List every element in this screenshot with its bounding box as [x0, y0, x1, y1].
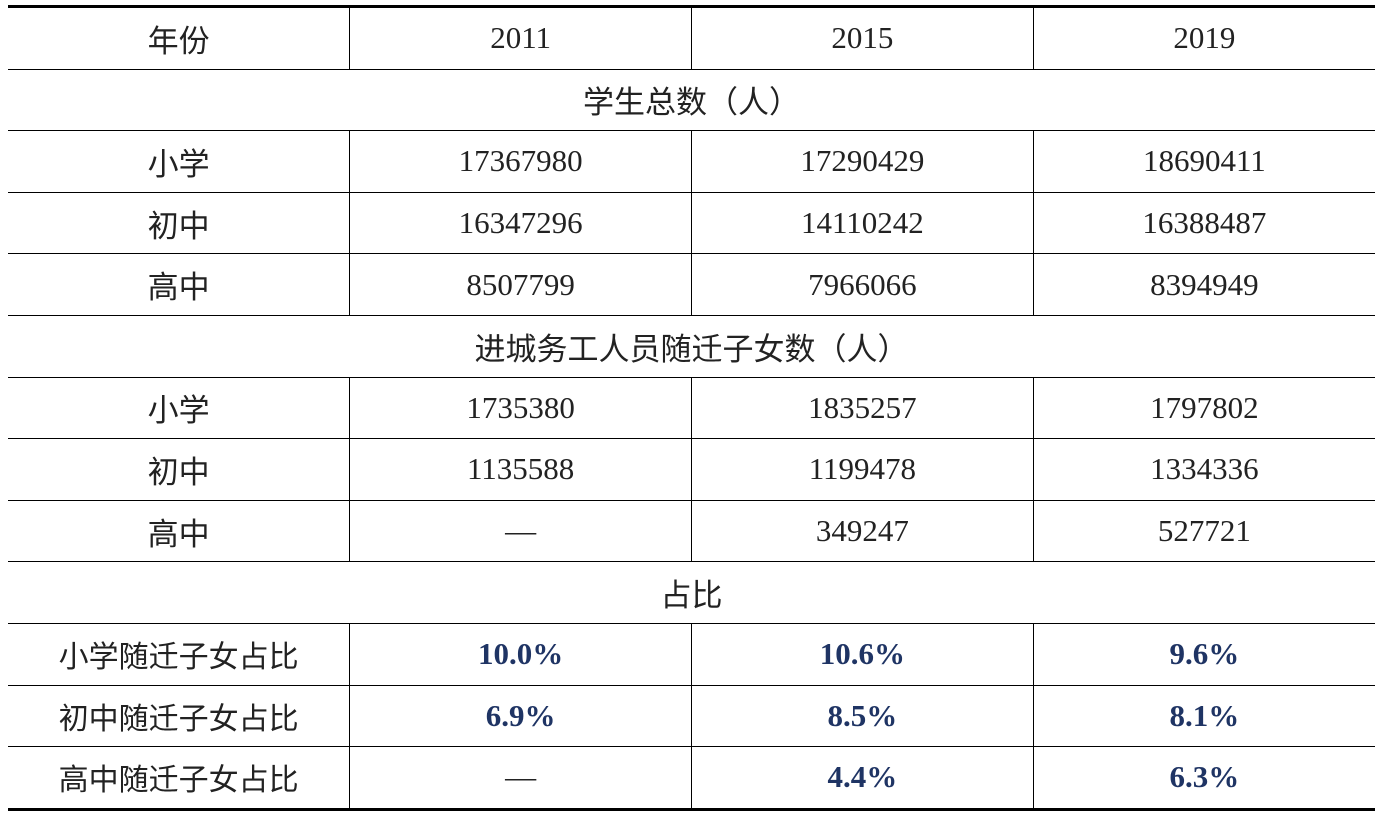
data-table: 年份 2011 2015 2019 学生总数（人） 小学 17367980 17290429 1… [8, 5, 1375, 811]
data-row: 小学随迁子女占比 10.0% 10.6% 9.6% [8, 622, 1375, 686]
row-label: 初中 [8, 438, 350, 501]
data-row: 初中 16347296 14110242 16388487 [8, 191, 1375, 254]
data-row: 高中随迁子女占比 —4.4% 6.3% [8, 746, 1375, 810]
data-row: 高中 8507799 7966066 8394949 [8, 253, 1375, 316]
row-label: 初中随迁子女占比 [8, 684, 350, 747]
data-cell: — [349, 746, 692, 810]
row-label: 小学随迁子女占比 [8, 622, 350, 686]
header-cell: 2011 [349, 6, 692, 70]
data-cell: 4.4% [691, 746, 1034, 810]
data-cell: 9.6% [1032, 622, 1375, 686]
row-label: 初中 [8, 191, 350, 254]
section-row: 占比 [8, 561, 1375, 624]
data-row: 初中随迁子女占比 6.9% 8.5% 8.1% [8, 684, 1375, 747]
data-cell: 527721 [1032, 499, 1375, 562]
data-cell: 8507799 [349, 253, 692, 316]
row-label: 小学 [8, 376, 350, 439]
data-cell: 8394949 [1032, 253, 1375, 316]
data-row: 初中 1135588 1199478 1334336 [8, 438, 1375, 501]
row-label: 高中随迁子女占比 [8, 746, 350, 810]
data-cell: 1797802 [1032, 376, 1375, 439]
section-title: 学生总数（人） [8, 68, 1375, 131]
data-cell: 17290429 [691, 130, 1034, 193]
data-cell: 16347296 [349, 191, 692, 254]
data-row: 高中 —349247 527721 [8, 499, 1375, 562]
data-cell: 10.6% [691, 622, 1034, 686]
data-cell: 8.1% [1032, 684, 1375, 747]
data-cell: 6.9% [349, 684, 692, 747]
section-row: 学生总数（人） [8, 68, 1375, 131]
section-row: 进城务工人员随迁子女数（人） [8, 314, 1375, 378]
header-cell: 2015 [691, 6, 1034, 70]
row-label: 高中 [8, 253, 350, 316]
data-cell: 1735380 [349, 376, 692, 439]
section-title: 占比 [8, 561, 1375, 624]
data-cell: 14110242 [691, 191, 1034, 254]
row-label: 小学 [8, 130, 350, 193]
data-cell: 1835257 [691, 376, 1034, 439]
data-cell: 16388487 [1032, 191, 1375, 254]
data-cell: 8.5% [691, 684, 1034, 747]
header-cell: 年份 [147, 23, 210, 59]
header-row: 年份 2011 2015 2019 [8, 6, 1375, 70]
table-container: 年份 2011 2015 2019 学生总数（人） 小学 17367980 17290429 1… [8, 5, 1375, 811]
data-cell: — [349, 499, 692, 562]
data-cell: 349247 [691, 499, 1034, 562]
row-label: 高中 [8, 499, 350, 562]
data-row: 小学 17367980 17290429 18690411 [8, 130, 1375, 193]
data-cell: 1199478 [691, 438, 1034, 501]
header-cell: 2019 [1032, 6, 1375, 70]
section-title: 进城务工人员随迁子女数（人） [8, 314, 1375, 378]
data-cell: 18690411 [1032, 130, 1375, 193]
data-cell: 1135588 [349, 438, 692, 501]
data-cell: 17367980 [349, 130, 692, 193]
data-row: 小学 1735380 1835257 1797802 [8, 376, 1375, 439]
data-cell: 1334336 [1032, 438, 1375, 501]
data-cell: 10.0% [349, 622, 692, 686]
data-cell: 6.3% [1032, 746, 1375, 810]
data-cell: 7966066 [691, 253, 1034, 316]
